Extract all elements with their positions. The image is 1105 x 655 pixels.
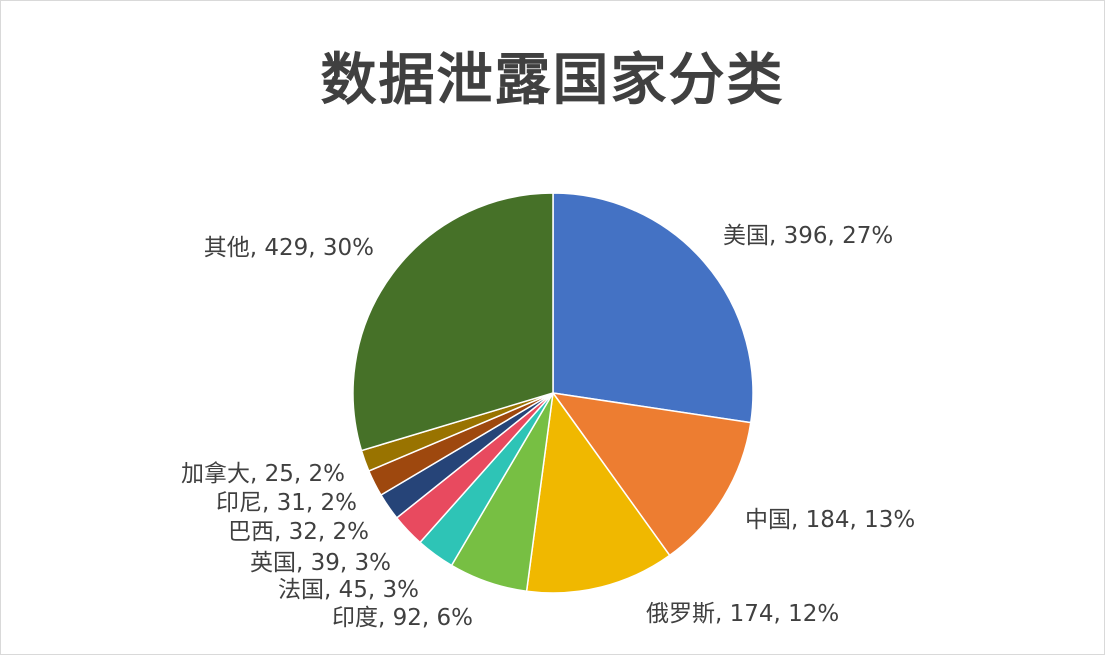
slice-data-label: 印尼, 31, 2% — [216, 490, 357, 516]
slice-data-label: 法国, 45, 3% — [278, 577, 419, 603]
pie-slice — [551, 391, 752, 557]
slice-data-label: 巴西, 32, 2% — [228, 519, 369, 545]
slice-data-label: 英国, 39, 3% — [250, 550, 391, 576]
slice-data-label: 加拿大, 25, 2% — [181, 460, 345, 487]
pie-slice — [552, 192, 754, 424]
slice-data-label: 中国, 184, 13% — [745, 507, 915, 533]
slice-data-label: 俄罗斯, 174, 12% — [646, 601, 839, 627]
pie-slice — [352, 192, 554, 452]
slice-data-label: 其他, 429, 30% — [204, 235, 374, 261]
slice-data-label: 美国, 396, 27% — [723, 223, 893, 249]
slice-data-label: 印度, 92, 6% — [332, 605, 473, 631]
pie-slice — [525, 391, 671, 594]
chart-title: 数据泄露国家分类 — [320, 48, 785, 113]
